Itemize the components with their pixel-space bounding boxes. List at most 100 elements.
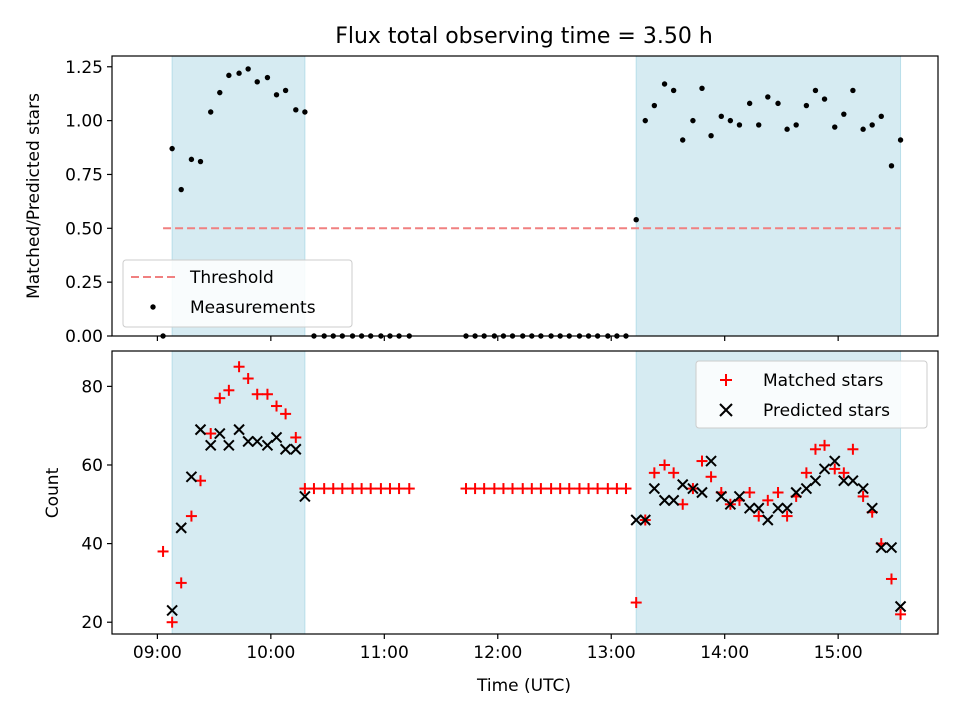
- predicted-star-point: [753, 502, 765, 514]
- bottom-x-ticks: 09:00 10:00 11:00 12:00 13:00 14:00 15:00: [133, 634, 863, 663]
- x-tick-label: 13:00: [587, 643, 636, 663]
- matched-star-point: [648, 467, 660, 479]
- predicted-star-point-b: [185, 471, 198, 483]
- predicted-star-point: [772, 502, 784, 514]
- predicted-star-point: [223, 439, 235, 452]
- measurement-point: [197, 158, 204, 165]
- predicted-star-point-b: [847, 475, 859, 487]
- predicted-star-point-b: [790, 486, 802, 499]
- predicted-star-point: [166, 604, 178, 617]
- predicted-star-point: [290, 443, 302, 455]
- matched-star-point: [819, 439, 831, 451]
- matched-star-point: [762, 494, 774, 506]
- predicted-star-point: [639, 514, 651, 526]
- matched-star-point: [668, 467, 680, 479]
- predicted-star-point-b: [279, 443, 292, 455]
- predicted-star-point-b: [290, 443, 302, 455]
- top-x-ticks: [156, 336, 839, 341]
- measurement-point: [841, 111, 847, 117]
- predicted-star-point: [743, 502, 756, 514]
- predicted-star-point: [818, 463, 831, 475]
- top-y-tick-label: 0.75: [65, 165, 103, 185]
- predicted-star-point: [205, 439, 217, 452]
- predicted-star-point: [677, 478, 689, 491]
- predicted-star-point: [847, 475, 859, 487]
- predicted-star-point: [175, 522, 187, 534]
- matched-star-point: [251, 388, 263, 400]
- matched-star-point: [705, 471, 717, 483]
- predicted-star-point-b: [781, 502, 793, 514]
- matched-star-point: [838, 467, 850, 479]
- predicted-star-point: [214, 427, 226, 440]
- predicted-star-point-b: [687, 482, 699, 495]
- predicted-star-point-b: [715, 490, 727, 503]
- measurement-point: [803, 102, 810, 109]
- measurement-point: [699, 85, 705, 92]
- matched-star-point: [885, 573, 897, 585]
- bottom-y-tick-label: 60: [81, 456, 103, 476]
- predicted-legend-swatch: [719, 403, 733, 417]
- predicted-star-point-b: [857, 482, 869, 495]
- measurement-point: [832, 124, 838, 130]
- measurement-point: [178, 186, 184, 193]
- count-points: [157, 361, 907, 628]
- measurement-point: [208, 109, 214, 115]
- measurement-point: [812, 87, 819, 94]
- matched-star-point: [857, 490, 869, 502]
- predicted-star-point: [630, 514, 642, 526]
- measurement-point: [169, 145, 175, 152]
- predicted-star-point-b: [630, 514, 642, 526]
- top-y-tick-label: 0.25: [65, 273, 103, 293]
- predicted-star-point: [270, 431, 283, 444]
- chart-title: Flux total observing time = 3.50 h: [335, 24, 713, 49]
- measurement-point: [273, 92, 280, 98]
- top-y-axis-label: Matched/Predicted stars: [24, 93, 44, 299]
- measurement-point: [680, 137, 686, 143]
- matched-star-point: [809, 443, 821, 455]
- predicted-star-point-b: [639, 514, 651, 526]
- top-shaded-regions: [171, 55, 902, 337]
- measurement-point: [651, 102, 658, 109]
- predicted-star-point-b: [875, 541, 887, 554]
- matched-star-point: [242, 373, 254, 385]
- predicted-star-point-b: [175, 522, 187, 534]
- count-panel: 20 40 60 80 09:00 10:00 11:00 12:00 13:00 14:00 1…: [43, 350, 939, 696]
- measurement-point: [282, 87, 289, 94]
- top-y-tick-label: 1.00: [65, 112, 103, 132]
- legend-matched-label: Matched stars: [763, 371, 883, 391]
- predicted-star-point-b: [705, 455, 717, 467]
- bottom-legend: Matched stars Predicted stars: [695, 360, 928, 429]
- x-tick-label: 10:00: [246, 643, 295, 663]
- measurement-point: [293, 107, 299, 113]
- predicted-star-point-b: [658, 494, 671, 507]
- bottom-legend-box: [695, 360, 928, 429]
- measurement-point: [217, 89, 223, 96]
- matched-star-point: [630, 597, 642, 609]
- predicted-star-point-b: [743, 502, 756, 514]
- measurement-point: [727, 117, 734, 124]
- matched-star-point: [696, 455, 708, 467]
- measurement-point: [888, 163, 895, 169]
- measurement-point: [661, 81, 668, 87]
- matched-legend-swatch: [720, 374, 732, 386]
- predicted-star-point: [809, 475, 822, 487]
- predicted-star-point-b: [648, 482, 661, 495]
- matched-star-point: [290, 431, 302, 443]
- predicted-star-point-b: [261, 439, 274, 452]
- matched-star-point: [185, 510, 197, 522]
- legend-threshold-label: Threshold: [189, 268, 274, 288]
- predicted-star-point-b: [214, 427, 226, 440]
- predicted-star-point-b: [753, 502, 765, 514]
- matched-star-point: [592, 483, 604, 495]
- predicted-star-point: [299, 490, 311, 503]
- predicted-star-point: [800, 482, 813, 495]
- measurement-point: [690, 117, 696, 124]
- predicted-star-point-b: [866, 502, 878, 514]
- measurement-point: [642, 117, 648, 124]
- predicted-star-point-b: [838, 475, 850, 487]
- matched-star-point: [233, 361, 245, 373]
- matched-star-point: [214, 392, 226, 404]
- predicted-star-point-b: [800, 482, 813, 495]
- measurement-point: [850, 87, 856, 94]
